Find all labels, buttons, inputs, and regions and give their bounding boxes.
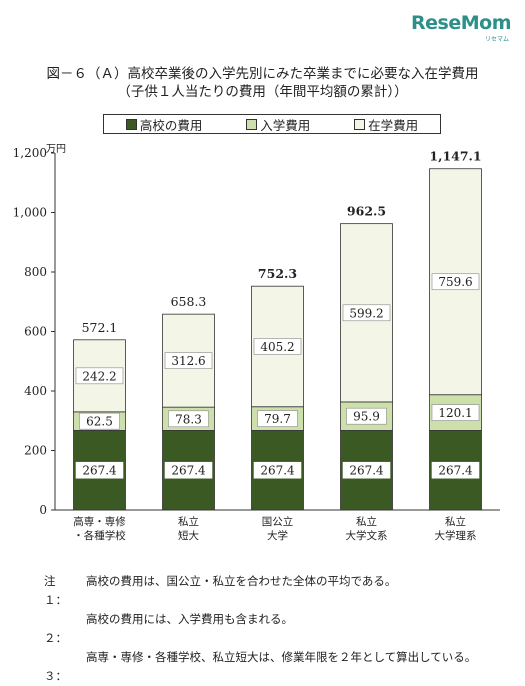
y-tick-label: 1,000 (13, 206, 47, 220)
total-label: 962.5 (347, 204, 386, 219)
legend-label-attendance: 在学費用 (368, 117, 419, 133)
data-label: 62.5 (86, 415, 113, 429)
data-label: 120.1 (438, 406, 472, 420)
x-tick-label: 大学理系 (435, 529, 477, 542)
data-label-box (346, 407, 387, 425)
data-label-box (164, 461, 213, 479)
legend-item-entrance: 入学費用 (246, 115, 310, 134)
total-label: 752.3 (258, 266, 297, 281)
data-label: 759.6 (438, 275, 472, 289)
chart-subtitle: （子供１人当たりの費用（年間平均額の累計）） (117, 84, 408, 100)
x-tick-label: 国公立 (262, 515, 294, 528)
data-label-box (75, 461, 124, 479)
data-label: 78.3 (175, 412, 202, 426)
legend-label-entrance: 入学費用 (260, 117, 311, 133)
data-label: 267.4 (438, 464, 473, 478)
data-label-box (79, 412, 120, 430)
data-label-box (342, 461, 391, 479)
data-label: 267.4 (349, 464, 384, 478)
legend-item-high-school: 高校の費用 (125, 115, 203, 134)
y-tick-label: 400 (24, 384, 47, 398)
chart-legend: 高校の費用 入学費用 在学費用 (103, 114, 441, 134)
data-label: 312.6 (171, 354, 205, 368)
note-2-head: ２： (44, 612, 67, 645)
note-3: ３： 高専・専修・各種学校、私立短大は、修業年限を２年として算出している。 (44, 648, 476, 686)
data-label: 79.7 (264, 412, 291, 426)
legend-item-attendance: 在学費用 (354, 115, 418, 134)
y-tick-label: 800 (24, 265, 47, 279)
data-label: 267.4 (260, 464, 295, 478)
legend-swatch-entrance (246, 118, 258, 130)
data-label: 95.9 (353, 410, 380, 424)
y-tick-label: 200 (24, 444, 47, 458)
legend-swatch-high-school (125, 118, 137, 130)
x-tick-label: 高専・専修 (73, 515, 126, 528)
data-label-box (342, 304, 391, 322)
x-tick-label: 私立 (178, 515, 199, 528)
data-label: 267.4 (82, 464, 117, 478)
note-3-text: 高専・専修・各種学校、私立短大は、修業年限を２年として算出している。 (86, 650, 477, 664)
data-label-box (253, 338, 302, 355)
y-tick-label: 0 (39, 503, 47, 517)
data-label-box (431, 404, 480, 421)
data-label-box (257, 410, 298, 427)
data-label: 267.4 (171, 464, 206, 478)
note-1-head: 注 １： (44, 574, 67, 607)
x-tick-label: 私立 (356, 515, 377, 528)
data-label-box (164, 352, 213, 369)
y-axis-unit: 万円 (46, 144, 66, 155)
x-tick-label: 短大 (178, 529, 199, 542)
brand-logo: ReseMom (411, 12, 511, 34)
note-1-text: 高校の費用は、国公立・私立を合わせた全体の平均である。 (86, 574, 397, 588)
y-tick-label: 1,200 (13, 146, 47, 160)
note-2-text: 高校の費用には、入学費用も含まれる。 (86, 612, 293, 626)
x-tick-label: 大学 (267, 529, 288, 542)
data-label-box (253, 461, 302, 479)
data-label-box (75, 367, 124, 385)
x-tick-label: 私立 (445, 515, 466, 528)
data-label: 242.2 (82, 369, 116, 383)
x-tick-label: ・各種学校 (73, 529, 126, 542)
chart-notes: 注 １： 高校の費用は、国公立・私立を合わせた全体の平均である。 ２： 高校の費… (44, 572, 476, 686)
chart-title: 図－６（Ａ）高校卒業後の入学先別にみた卒業までに必要な入在学費用 (46, 66, 479, 82)
x-tick-label: 大学文系 (346, 529, 388, 542)
total-label: 572.1 (82, 320, 118, 335)
data-label-box (431, 273, 480, 291)
note-3-head: ３： (44, 650, 67, 683)
legend-label-high-school: 高校の費用 (139, 117, 203, 133)
data-label: 405.2 (260, 340, 294, 354)
data-label-box (168, 410, 209, 428)
note-1: 注 １： 高校の費用は、国公立・私立を合わせた全体の平均である。 (44, 572, 476, 610)
data-label: 599.2 (349, 306, 383, 320)
brand-logo-sub: リセマム (484, 36, 509, 43)
total-label: 1,147.1 (429, 149, 481, 164)
legend-swatch-attendance (354, 118, 366, 130)
y-tick-label: 600 (24, 325, 47, 339)
note-2: ２： 高校の費用には、入学費用も含まれる。 (44, 610, 476, 648)
data-label-box (431, 461, 480, 479)
stacked-bar-chart: 0 200 400 600 800 1,000 1,200 267.4 62.5 242.2 572… (13, 146, 500, 542)
total-label: 658.3 (171, 294, 207, 309)
